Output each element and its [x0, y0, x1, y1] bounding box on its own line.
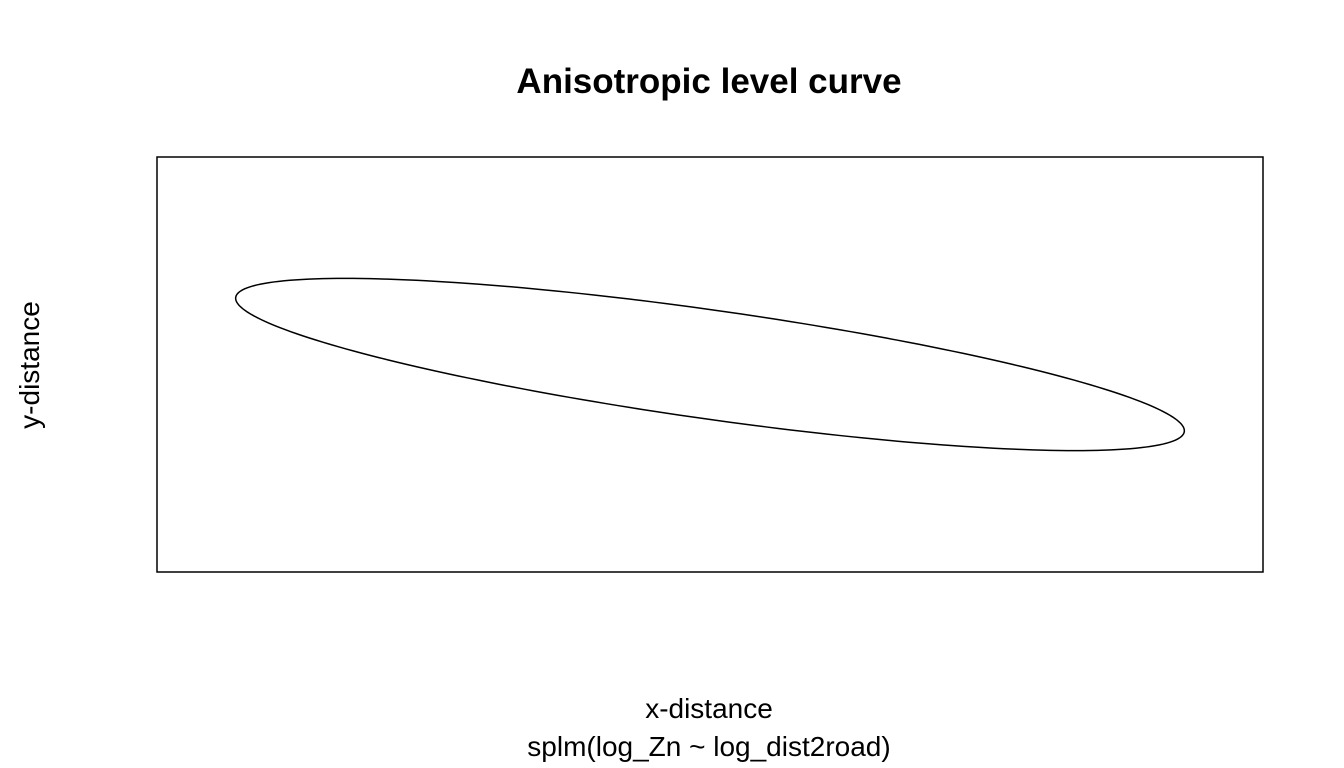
chart-title: Anisotropic level curve	[516, 62, 901, 101]
x-axis-label: x-distance	[645, 693, 773, 724]
y-axis-label: y-distance	[14, 301, 45, 429]
chart-subtitle: splm(log_Zn ~ log_dist2road)	[527, 731, 890, 762]
